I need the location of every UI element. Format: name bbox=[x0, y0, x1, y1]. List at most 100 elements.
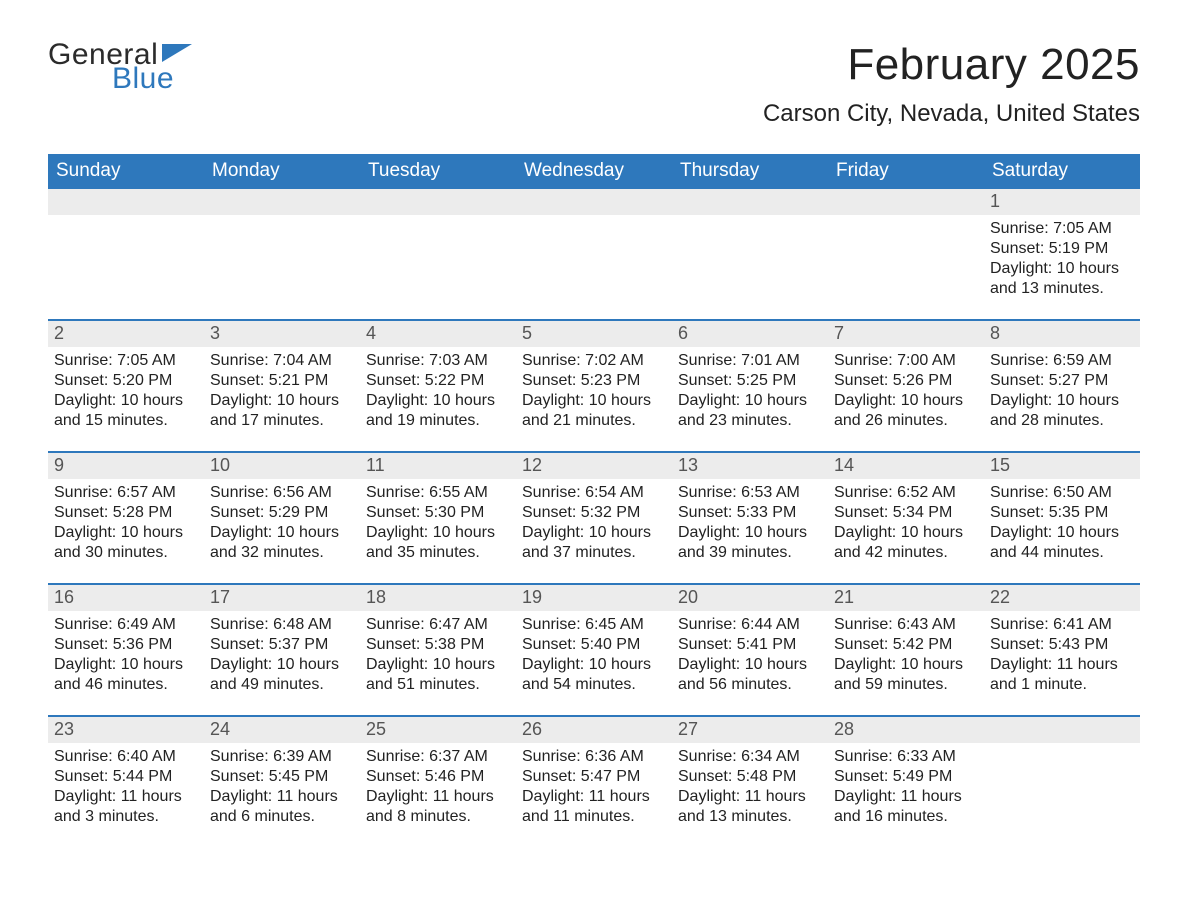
day-number: 25 bbox=[360, 717, 516, 743]
day-number: 24 bbox=[204, 717, 360, 743]
day-cell: Sunrise: 7:00 AMSunset: 5:26 PMDaylight:… bbox=[828, 347, 984, 451]
sunrise-text: Sunrise: 7:03 AM bbox=[366, 351, 510, 371]
sunset-text: Sunset: 5:48 PM bbox=[678, 767, 822, 787]
day-number bbox=[828, 189, 984, 215]
day-number: 12 bbox=[516, 453, 672, 479]
day-number: 4 bbox=[360, 321, 516, 347]
sunset-text: Sunset: 5:33 PM bbox=[678, 503, 822, 523]
sunset-text: Sunset: 5:44 PM bbox=[54, 767, 198, 787]
day-number: 19 bbox=[516, 585, 672, 611]
day-cell: Sunrise: 6:56 AMSunset: 5:29 PMDaylight:… bbox=[204, 479, 360, 583]
weekday-header: Thursday bbox=[672, 154, 828, 189]
calendar: Sunday Monday Tuesday Wednesday Thursday… bbox=[48, 154, 1140, 847]
day-cell bbox=[828, 215, 984, 319]
sunset-text: Sunset: 5:25 PM bbox=[678, 371, 822, 391]
day-cell: Sunrise: 6:37 AMSunset: 5:46 PMDaylight:… bbox=[360, 743, 516, 847]
day-cell: Sunrise: 6:52 AMSunset: 5:34 PMDaylight:… bbox=[828, 479, 984, 583]
sunset-text: Sunset: 5:28 PM bbox=[54, 503, 198, 523]
daylight-text: Daylight: 11 hours and 13 minutes. bbox=[678, 787, 822, 827]
logo-word-blue: Blue bbox=[112, 64, 192, 94]
sunset-text: Sunset: 5:29 PM bbox=[210, 503, 354, 523]
daylight-text: Daylight: 11 hours and 1 minute. bbox=[990, 655, 1134, 695]
weekday-header: Friday bbox=[828, 154, 984, 189]
daylight-text: Daylight: 11 hours and 8 minutes. bbox=[366, 787, 510, 827]
day-cell: Sunrise: 7:02 AMSunset: 5:23 PMDaylight:… bbox=[516, 347, 672, 451]
daylight-text: Daylight: 10 hours and 44 minutes. bbox=[990, 523, 1134, 563]
week-block: 9101112131415Sunrise: 6:57 AMSunset: 5:2… bbox=[48, 451, 1140, 583]
sunrise-text: Sunrise: 6:52 AM bbox=[834, 483, 978, 503]
week-block: 2345678Sunrise: 7:05 AMSunset: 5:20 PMDa… bbox=[48, 319, 1140, 451]
sunrise-text: Sunrise: 6:36 AM bbox=[522, 747, 666, 767]
day-number-strip: 2345678 bbox=[48, 321, 1140, 347]
day-number: 26 bbox=[516, 717, 672, 743]
daylight-text: Daylight: 10 hours and 13 minutes. bbox=[990, 259, 1134, 299]
weekday-header: Tuesday bbox=[360, 154, 516, 189]
day-cell: Sunrise: 7:04 AMSunset: 5:21 PMDaylight:… bbox=[204, 347, 360, 451]
daylight-text: Daylight: 10 hours and 56 minutes. bbox=[678, 655, 822, 695]
sunset-text: Sunset: 5:21 PM bbox=[210, 371, 354, 391]
sunset-text: Sunset: 5:45 PM bbox=[210, 767, 354, 787]
sunrise-text: Sunrise: 6:43 AM bbox=[834, 615, 978, 635]
week-body-row: Sunrise: 7:05 AMSunset: 5:20 PMDaylight:… bbox=[48, 347, 1140, 451]
day-cell: Sunrise: 6:55 AMSunset: 5:30 PMDaylight:… bbox=[360, 479, 516, 583]
brand-logo: General Blue bbox=[48, 40, 192, 94]
day-number: 21 bbox=[828, 585, 984, 611]
day-number: 22 bbox=[984, 585, 1140, 611]
daylight-text: Daylight: 11 hours and 6 minutes. bbox=[210, 787, 354, 827]
weekday-header: Saturday bbox=[984, 154, 1140, 189]
sunset-text: Sunset: 5:19 PM bbox=[990, 239, 1134, 259]
sunset-text: Sunset: 5:30 PM bbox=[366, 503, 510, 523]
page-header: General Blue February 2025 Carson City, … bbox=[48, 40, 1140, 128]
week-block: 1Sunrise: 7:05 AMSunset: 5:19 PMDaylight… bbox=[48, 189, 1140, 319]
day-number: 3 bbox=[204, 321, 360, 347]
sunset-text: Sunset: 5:46 PM bbox=[366, 767, 510, 787]
day-cell: Sunrise: 6:40 AMSunset: 5:44 PMDaylight:… bbox=[48, 743, 204, 847]
daylight-text: Daylight: 10 hours and 28 minutes. bbox=[990, 391, 1134, 431]
sunrise-text: Sunrise: 6:48 AM bbox=[210, 615, 354, 635]
daylight-text: Daylight: 10 hours and 59 minutes. bbox=[834, 655, 978, 695]
sunset-text: Sunset: 5:37 PM bbox=[210, 635, 354, 655]
day-cell bbox=[672, 215, 828, 319]
sunrise-text: Sunrise: 6:47 AM bbox=[366, 615, 510, 635]
sunrise-text: Sunrise: 6:56 AM bbox=[210, 483, 354, 503]
sunrise-text: Sunrise: 6:54 AM bbox=[522, 483, 666, 503]
sunrise-text: Sunrise: 7:05 AM bbox=[54, 351, 198, 371]
day-cell: Sunrise: 7:05 AMSunset: 5:20 PMDaylight:… bbox=[48, 347, 204, 451]
sunrise-text: Sunrise: 7:04 AM bbox=[210, 351, 354, 371]
sunset-text: Sunset: 5:27 PM bbox=[990, 371, 1134, 391]
day-cell: Sunrise: 6:45 AMSunset: 5:40 PMDaylight:… bbox=[516, 611, 672, 715]
sunset-text: Sunset: 5:26 PM bbox=[834, 371, 978, 391]
day-cell bbox=[984, 743, 1140, 847]
sunrise-text: Sunrise: 6:33 AM bbox=[834, 747, 978, 767]
sunrise-text: Sunrise: 6:55 AM bbox=[366, 483, 510, 503]
day-cell: Sunrise: 6:41 AMSunset: 5:43 PMDaylight:… bbox=[984, 611, 1140, 715]
sunset-text: Sunset: 5:36 PM bbox=[54, 635, 198, 655]
day-cell: Sunrise: 6:53 AMSunset: 5:33 PMDaylight:… bbox=[672, 479, 828, 583]
day-number: 28 bbox=[828, 717, 984, 743]
day-number: 11 bbox=[360, 453, 516, 479]
day-number bbox=[516, 189, 672, 215]
month-title: February 2025 bbox=[763, 40, 1140, 90]
daylight-text: Daylight: 10 hours and 39 minutes. bbox=[678, 523, 822, 563]
weekday-header-row: Sunday Monday Tuesday Wednesday Thursday… bbox=[48, 154, 1140, 189]
sunset-text: Sunset: 5:23 PM bbox=[522, 371, 666, 391]
day-number bbox=[984, 717, 1140, 743]
sunset-text: Sunset: 5:35 PM bbox=[990, 503, 1134, 523]
location-subtitle: Carson City, Nevada, United States bbox=[763, 100, 1140, 128]
sunrise-text: Sunrise: 6:50 AM bbox=[990, 483, 1134, 503]
daylight-text: Daylight: 10 hours and 32 minutes. bbox=[210, 523, 354, 563]
sunrise-text: Sunrise: 6:49 AM bbox=[54, 615, 198, 635]
sunrise-text: Sunrise: 6:40 AM bbox=[54, 747, 198, 767]
sunrise-text: Sunrise: 7:05 AM bbox=[990, 219, 1134, 239]
sunrise-text: Sunrise: 7:02 AM bbox=[522, 351, 666, 371]
sunrise-text: Sunrise: 6:37 AM bbox=[366, 747, 510, 767]
sunrise-text: Sunrise: 7:01 AM bbox=[678, 351, 822, 371]
week-body-row: Sunrise: 7:05 AMSunset: 5:19 PMDaylight:… bbox=[48, 215, 1140, 319]
day-number: 18 bbox=[360, 585, 516, 611]
day-cell: Sunrise: 6:54 AMSunset: 5:32 PMDaylight:… bbox=[516, 479, 672, 583]
title-block: February 2025 Carson City, Nevada, Unite… bbox=[763, 40, 1140, 128]
daylight-text: Daylight: 10 hours and 17 minutes. bbox=[210, 391, 354, 431]
sunrise-text: Sunrise: 6:41 AM bbox=[990, 615, 1134, 635]
day-number-strip: 232425262728 bbox=[48, 717, 1140, 743]
weekday-header: Sunday bbox=[48, 154, 204, 189]
